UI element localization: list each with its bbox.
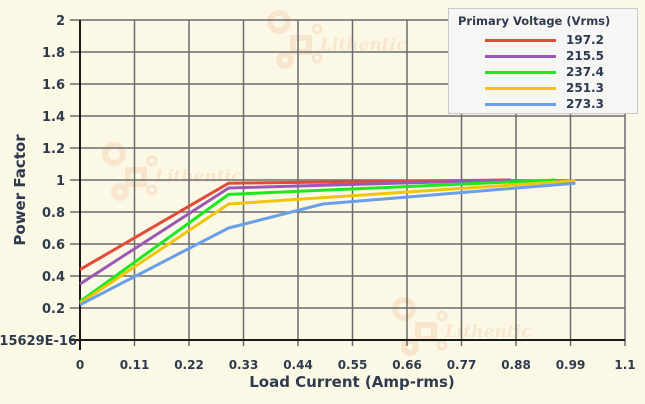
legend-swatch [485, 87, 556, 90]
y-tick-label: 0.8 [42, 206, 65, 221]
y-tick-label: 0.6 [42, 238, 65, 253]
y-tick-label: 0.4 [42, 270, 65, 285]
y-tick-label: 0.2 [42, 302, 65, 317]
x-tick-label: 0.66 [392, 358, 422, 372]
svg-text:Lithentic: Lithentic [444, 322, 532, 342]
legend-item-237-4: 237.4 [485, 65, 635, 80]
series-line-215-5 [79, 178, 512, 286]
x-tick-label: 0.22 [174, 358, 204, 372]
series-line-197-2 [79, 178, 512, 271]
x-tick-label: 0.55 [338, 358, 368, 372]
legend-label: 237.4 [566, 65, 604, 79]
watermark: Lithentic [102, 142, 242, 201]
svg-text:Lithentic: Lithentic [154, 167, 242, 187]
legend-label: 273.3 [566, 97, 604, 111]
y-tick-label: 1.6 [42, 78, 65, 93]
legend-swatch [485, 71, 556, 74]
legend-label: 197.2 [566, 33, 604, 47]
x-tick-label: 0.77 [447, 358, 477, 372]
y-tick-label: 1.4 [42, 110, 65, 125]
y-axis-title: Power Factor [11, 134, 29, 246]
series-line-273-3 [79, 181, 576, 307]
x-tick-label: 0.99 [556, 358, 586, 372]
legend-item-251-3: 251.3 [485, 81, 635, 96]
legend-swatch [485, 103, 556, 106]
series-line-251-3 [79, 179, 576, 305]
y-tick-label: 15629E-16 [0, 334, 77, 349]
x-axis-title: Load Current (Amp-rms) [249, 373, 455, 391]
x-tick-label: 1.1 [614, 358, 635, 372]
x-tick-label: 0.44 [283, 358, 313, 372]
legend-label: 215.5 [566, 49, 604, 63]
series-line-237-4 [79, 178, 556, 303]
svg-text:Lithentic: Lithentic [319, 35, 407, 55]
x-tick-label: 0.33 [229, 358, 259, 372]
y-tick-label: 2 [56, 14, 65, 29]
legend-item-273-3: 273.3 [485, 97, 635, 112]
legend-item-197-2: 197.2 [485, 33, 635, 48]
y-tick-label: 1.8 [42, 46, 65, 61]
y-tick-label: 1 [56, 174, 65, 189]
legend: Primary Voltage (Vrms) 197.2 215.5 237.4… [448, 8, 638, 114]
legend-swatch [485, 39, 556, 42]
legend-title: Primary Voltage (Vrms) [458, 14, 611, 28]
x-tick-label: 0.88 [501, 358, 531, 372]
x-tick-label: 0.11 [120, 358, 150, 372]
x-tick-label: 0 [76, 358, 84, 372]
legend-swatch [485, 55, 556, 58]
watermark: Lithentic [267, 10, 407, 69]
y-tick-label: 1.2 [42, 142, 65, 157]
legend-item-215-5: 215.5 [485, 49, 635, 64]
legend-label: 251.3 [566, 81, 604, 95]
